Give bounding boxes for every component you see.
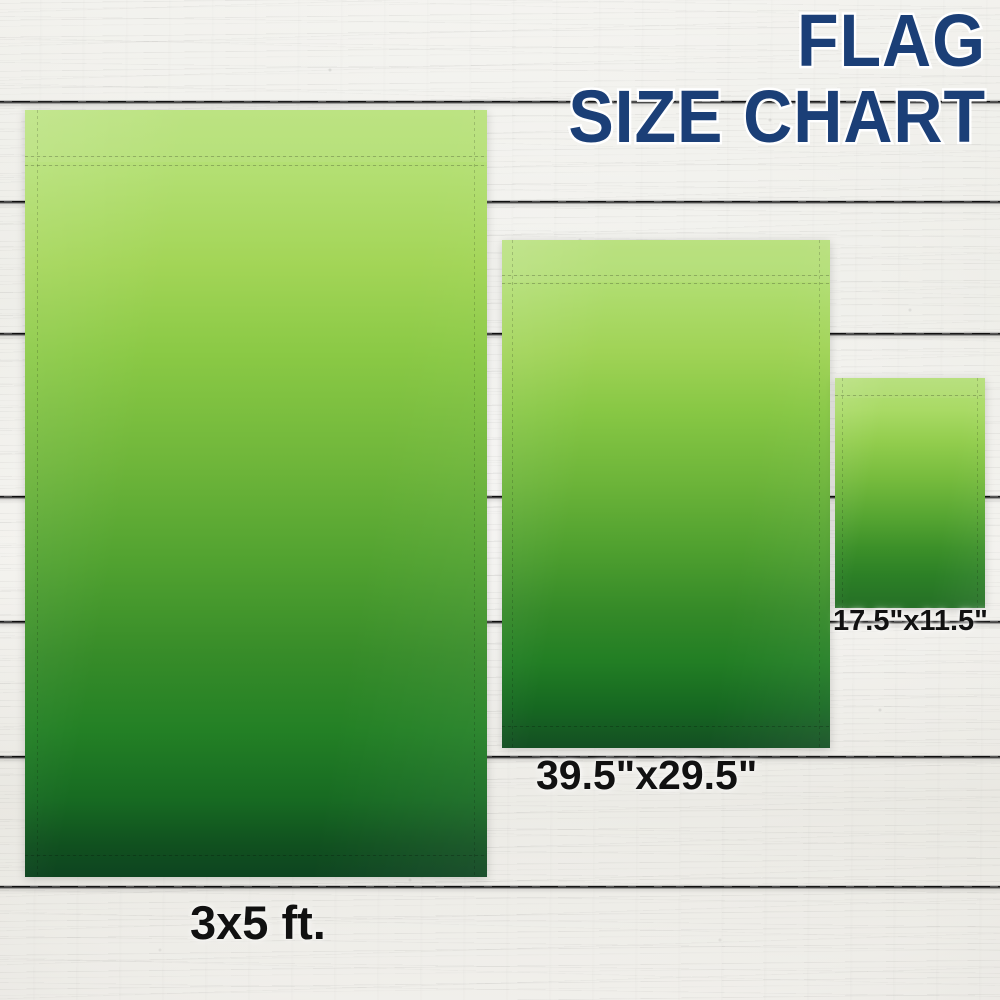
flag-side-stitch-line <box>842 378 843 608</box>
flag-hem-stitch-line <box>25 165 487 166</box>
title-line-size-chart: SIZE CHART <box>566 75 987 159</box>
title-line-flag: FLAG <box>795 0 988 82</box>
plank-seam <box>0 495 1000 499</box>
flag-side-stitch-line <box>819 240 820 748</box>
flag-header-hem <box>25 110 487 162</box>
flag-side-stitch-line <box>512 240 513 748</box>
size-label-small: 17.5"x11.5" <box>833 605 988 637</box>
flag-bottom-stitch-line <box>25 855 487 856</box>
flag-swatch-small <box>835 378 985 608</box>
plank-seam <box>0 332 1000 336</box>
page-title: FLAG SIZE CHART <box>532 0 988 159</box>
size-label-large: 3x5 ft. <box>190 896 326 949</box>
plank-seam <box>0 885 1000 889</box>
flag-side-stitch-line <box>37 110 38 877</box>
flag-sheen-overlay <box>502 240 830 748</box>
flag-hem-stitch-line <box>835 395 985 396</box>
flag-sheen-overlay <box>835 378 985 608</box>
flag-side-stitch-line <box>474 110 475 877</box>
flag-hem-stitch-line <box>502 275 830 276</box>
size-label-medium: 39.5"x29.5" <box>536 752 758 798</box>
flag-hem-stitch-line <box>502 283 830 284</box>
flag-hem-stitch-line <box>25 156 487 157</box>
flag-bottom-stitch-line <box>502 726 830 727</box>
plank-seam <box>0 100 1000 104</box>
plank-seam <box>0 755 1000 759</box>
flag-swatch-medium <box>502 240 830 748</box>
plank-seam <box>0 200 1000 204</box>
flag-swatch-large <box>25 110 487 877</box>
flag-sheen-overlay <box>25 110 487 877</box>
plank-seam <box>0 620 1000 624</box>
flag-side-stitch-line <box>977 378 978 608</box>
